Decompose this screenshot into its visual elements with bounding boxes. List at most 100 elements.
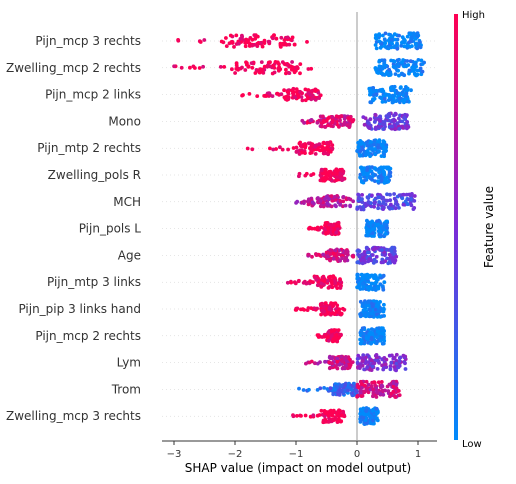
shap-point <box>381 385 385 389</box>
x-tick-label: 0 <box>354 449 360 460</box>
shap-point <box>323 420 327 424</box>
shap-point <box>384 232 388 236</box>
shap-point <box>304 98 308 102</box>
shap-point <box>373 361 377 365</box>
shap-point <box>386 166 390 170</box>
shap-point <box>395 362 399 366</box>
shap-point <box>372 93 376 97</box>
shap-point <box>384 176 388 180</box>
shap-point <box>374 113 378 117</box>
shap-point <box>368 154 372 158</box>
shap-point <box>330 356 334 360</box>
shap-point <box>366 251 370 255</box>
shap-point <box>382 60 386 64</box>
shap-point <box>361 326 365 330</box>
feature-label: Zwelling_pols R <box>48 168 141 182</box>
shap-point <box>397 58 401 62</box>
shap-point <box>375 303 379 307</box>
shap-point <box>374 354 378 358</box>
shap-point <box>371 231 375 235</box>
shap-point <box>375 407 379 411</box>
shap-point <box>240 94 244 98</box>
shap-point <box>368 93 372 97</box>
shap-point <box>295 65 299 69</box>
shap-point <box>230 40 234 44</box>
shap-point <box>365 246 369 250</box>
shap-point <box>364 387 368 391</box>
shap-point <box>369 117 373 121</box>
shap-point <box>369 421 373 425</box>
shap-point <box>379 89 383 93</box>
shap-point <box>289 38 293 42</box>
shap-point <box>302 388 306 392</box>
shap-point <box>224 36 228 40</box>
shap-point <box>358 249 362 253</box>
shap-point <box>400 41 404 45</box>
shap-point <box>347 125 351 129</box>
shap-point <box>188 66 192 70</box>
shap-point <box>366 196 370 200</box>
shap-point <box>381 127 385 131</box>
shap-point <box>332 257 336 261</box>
shap-point <box>234 34 238 38</box>
shap-point <box>383 253 387 257</box>
shap-point <box>361 359 365 363</box>
shap-point <box>340 114 344 118</box>
shap-point <box>219 65 223 69</box>
feature-label: Pijn_mcp 3 rechts <box>35 34 141 48</box>
shap-point <box>398 97 402 101</box>
shap-point <box>374 126 378 130</box>
shap-point <box>373 166 377 170</box>
shap-point <box>348 204 352 208</box>
shap-point <box>410 44 414 48</box>
shap-point <box>307 306 311 310</box>
shap-point <box>382 274 386 278</box>
shap-point <box>225 44 229 48</box>
shap-point <box>304 362 308 366</box>
shap-point <box>334 168 338 172</box>
shap-point <box>395 353 399 357</box>
shap-point <box>370 194 374 198</box>
shap-point <box>176 39 180 43</box>
shap-point <box>364 152 368 156</box>
shap-point <box>333 279 337 283</box>
shap-point <box>363 123 367 127</box>
shap-point <box>323 313 327 317</box>
shap-point <box>360 193 364 197</box>
shap-point <box>331 303 335 307</box>
shap-point <box>381 201 385 205</box>
shap-point <box>379 174 383 178</box>
shap-point <box>340 389 344 393</box>
shap-point <box>364 311 368 315</box>
shap-point <box>259 41 263 45</box>
shap-point <box>369 259 373 263</box>
shap-point <box>380 154 384 158</box>
shap-point <box>359 142 363 146</box>
shap-point <box>366 286 370 290</box>
shap-point <box>299 144 303 148</box>
shap-point <box>379 68 383 72</box>
shap-point <box>410 203 414 207</box>
shap-point <box>372 392 376 396</box>
shap-point <box>312 172 316 176</box>
shap-point <box>334 204 338 208</box>
shap-point <box>378 40 382 44</box>
shap-point <box>391 101 395 105</box>
shap-point <box>220 40 224 44</box>
shap-point <box>373 258 377 262</box>
shap-point <box>303 151 307 155</box>
shap-point <box>335 304 339 308</box>
shap-point <box>369 342 373 346</box>
shap-point <box>368 100 372 104</box>
shap-point <box>304 88 308 92</box>
shap-point <box>274 147 278 151</box>
shap-point <box>388 198 392 202</box>
shap-point <box>293 43 297 47</box>
shap-point <box>298 141 302 145</box>
shap-point <box>372 143 376 147</box>
colorbar-low-label: Low <box>462 439 482 450</box>
shap-point <box>327 420 331 424</box>
shap-point <box>322 386 326 390</box>
shap-point <box>400 196 404 200</box>
shap-point <box>250 44 254 48</box>
